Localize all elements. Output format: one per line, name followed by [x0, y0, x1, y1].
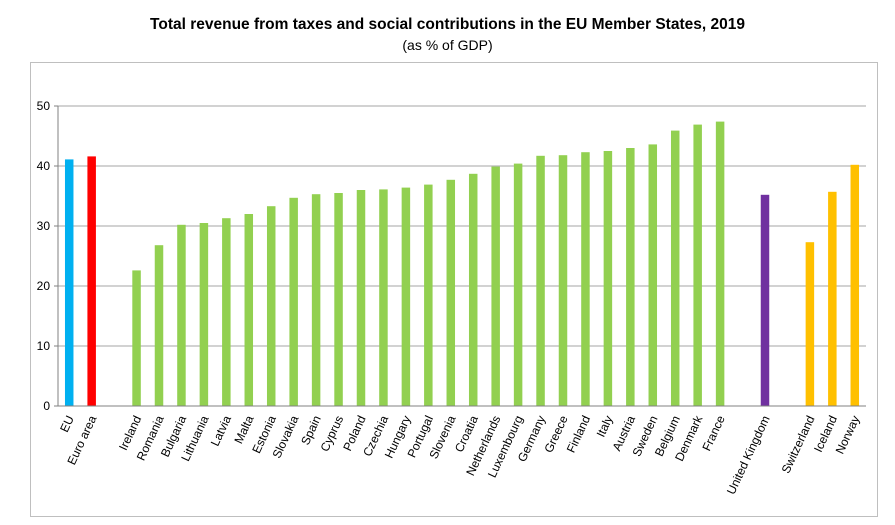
- bar: [558, 155, 568, 406]
- bar: [379, 189, 388, 406]
- chart-subtitle: (as % of GDP): [402, 37, 493, 53]
- bar: [536, 155, 545, 406]
- y-tick-label: 20: [37, 279, 51, 293]
- x-tick-label: Latvia: [208, 413, 234, 448]
- x-tick-label: EU: [57, 413, 77, 434]
- bar: [468, 173, 478, 406]
- x-tick-label: Italy: [594, 413, 616, 439]
- axes: 0 10 20 30 40 50: [37, 99, 866, 413]
- bar: [222, 218, 231, 406]
- bar: [244, 214, 254, 406]
- bar: [64, 159, 74, 406]
- bar: [199, 223, 209, 406]
- bar: [334, 193, 343, 406]
- bar: [581, 152, 590, 406]
- bar: [132, 270, 141, 406]
- bar: [401, 187, 411, 406]
- bar: [154, 245, 164, 406]
- x-tick-label: Switzerland: [779, 413, 818, 475]
- y-tick-label: 30: [37, 219, 51, 233]
- chart-title: Total revenue from taxes and social cont…: [150, 16, 745, 33]
- bar: [670, 130, 680, 406]
- bar: [311, 194, 321, 406]
- bars: [64, 121, 860, 406]
- y-tick-label: 10: [37, 339, 51, 353]
- bar: [266, 206, 276, 406]
- bar: [491, 166, 500, 406]
- y-tick-label: 40: [37, 159, 51, 173]
- bar: [603, 151, 613, 406]
- bar: [693, 124, 702, 406]
- bar: [177, 224, 186, 406]
- bar: [850, 164, 860, 406]
- bar: [289, 197, 298, 406]
- chart-frame: [30, 62, 878, 517]
- bar: [715, 121, 725, 406]
- bar: [446, 179, 456, 406]
- gridlines: [58, 105, 866, 347]
- bar: [760, 194, 770, 406]
- bar: [626, 148, 635, 406]
- y-tick-label: 50: [37, 99, 51, 113]
- bar: [828, 191, 837, 406]
- bar: [648, 144, 658, 406]
- bar: [805, 242, 815, 406]
- bar: [424, 184, 433, 406]
- bar: [87, 156, 96, 406]
- x-tick-label: United Kingdom: [724, 413, 773, 496]
- bar: [513, 163, 523, 406]
- bar: [356, 190, 366, 406]
- y-tick-label: 0: [43, 399, 50, 413]
